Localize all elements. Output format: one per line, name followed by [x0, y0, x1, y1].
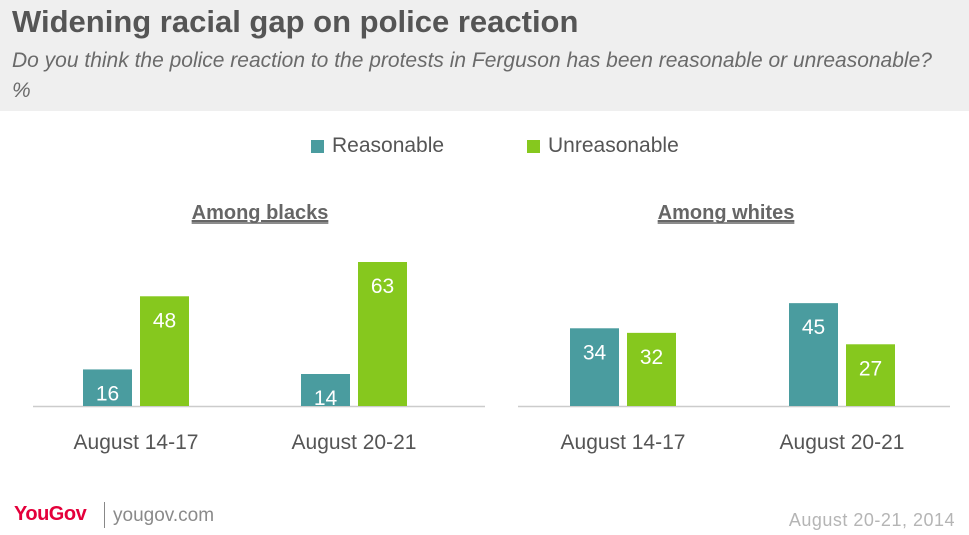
panel-title: Among whites	[658, 202, 795, 224]
bar-reasonable	[789, 303, 838, 406]
category-label: August 14-17	[74, 431, 199, 454]
chart-subtitle: Do you think the police reaction to the …	[12, 49, 932, 102]
category-label: August 14-17	[561, 431, 686, 454]
data-label: 27	[859, 357, 882, 380]
data-label: 32	[640, 346, 663, 369]
legend-label-reasonable: Reasonable	[332, 134, 445, 157]
legend-swatch-unreasonable	[527, 139, 540, 153]
legend-item-unreasonable: Unreasonable	[527, 134, 679, 158]
data-label: 14	[314, 387, 338, 410]
legend-swatch-reasonable	[311, 139, 324, 153]
footer-date: August 20-21, 2014	[788, 510, 955, 530]
data-label: 34	[583, 341, 607, 364]
data-label: 63	[371, 275, 394, 298]
category-label: August 20-21	[292, 431, 417, 454]
panel-title: Among blacks	[192, 202, 329, 224]
legend-label-unreasonable: Unreasonable	[548, 134, 679, 157]
bar-unreasonable	[627, 332, 676, 406]
legend: Reasonable Unreasonable	[0, 134, 969, 164]
footer-separator	[104, 502, 105, 528]
bar-unreasonable	[846, 344, 895, 406]
bar-unreasonable	[358, 262, 407, 406]
bar-reasonable	[301, 374, 350, 406]
bar-reasonable	[83, 369, 132, 406]
bar-unreasonable	[140, 296, 189, 406]
data-label: 48	[153, 309, 176, 332]
header-banner: Widening racial gap on police reaction D…	[0, 0, 969, 111]
legend-item-reasonable: Reasonable	[311, 134, 444, 158]
yougov-logo: YouGov	[14, 503, 87, 525]
bar-reasonable	[570, 328, 619, 406]
chart-title: Widening racial gap on police reaction	[12, 4, 579, 39]
data-label: 45	[802, 316, 825, 339]
data-label: 16	[96, 382, 119, 405]
category-label: August 20-21	[780, 431, 905, 454]
footer-site-link[interactable]: yougov.com	[113, 505, 215, 526]
